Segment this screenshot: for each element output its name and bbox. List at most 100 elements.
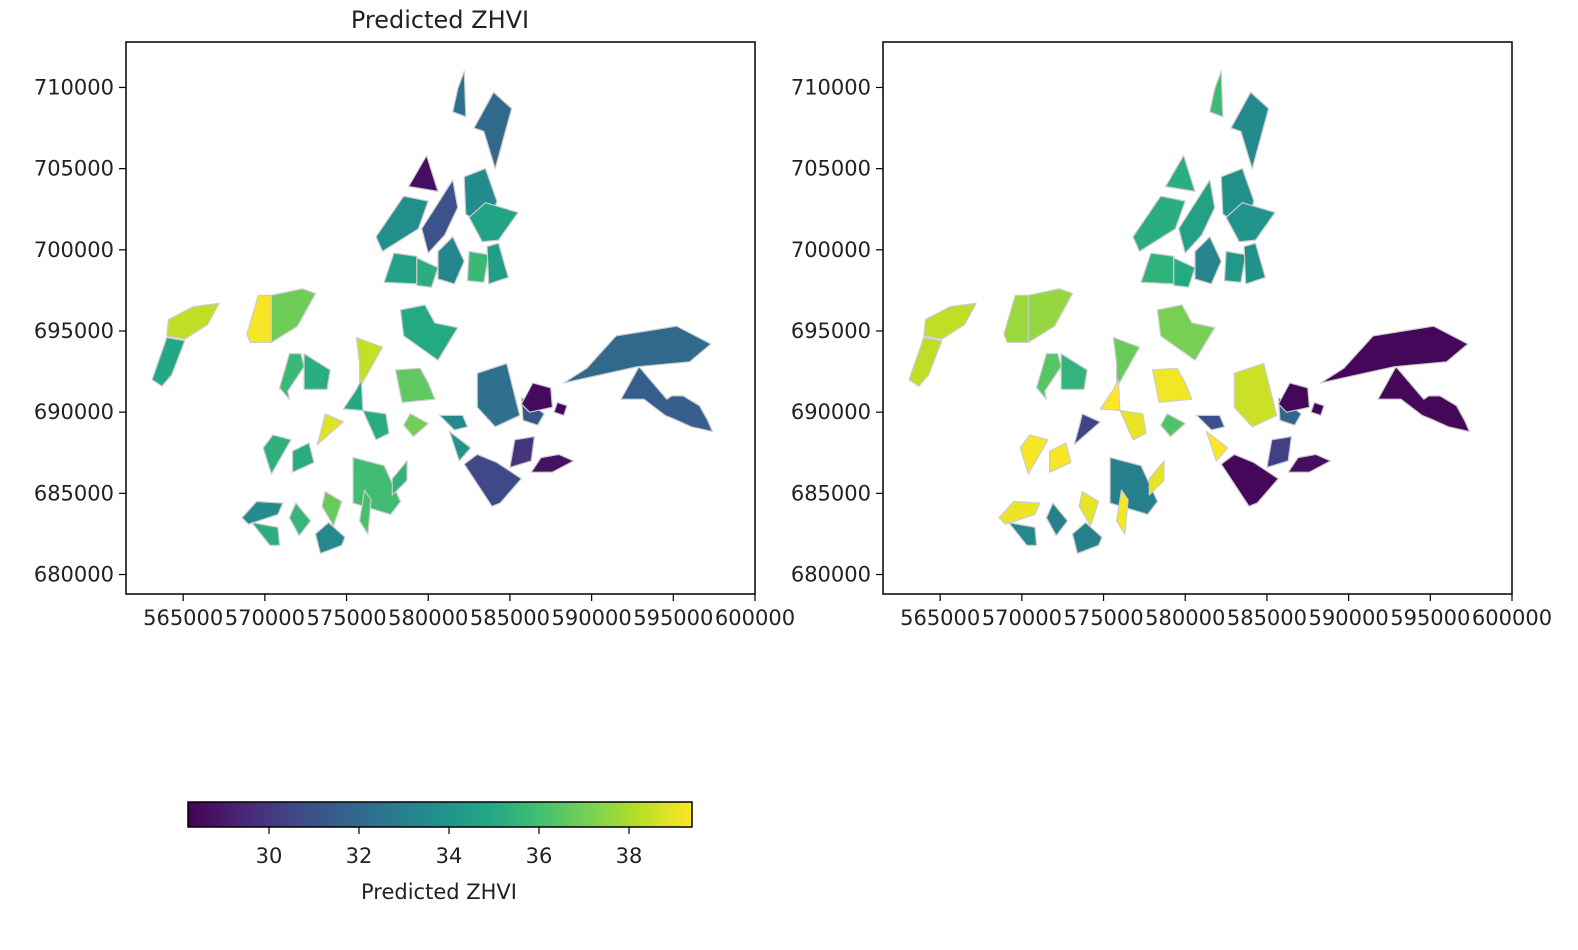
map-region [1045,502,1069,537]
map-region [1151,367,1193,403]
map-region [1148,460,1165,496]
map-region [359,489,372,535]
y-tick-label: 695000 [34,319,114,343]
colorbar-tick-label: 32 [346,844,373,868]
map-region [1132,195,1186,252]
x-tick-label: 595000 [633,606,713,630]
map-region [279,353,305,400]
left-map-title: Predicted ZHVI [351,6,529,34]
map-region [439,414,469,431]
map-region [1112,336,1141,389]
map-region [1225,202,1276,243]
map-region [151,336,186,387]
map-region [1178,179,1216,254]
y-tick-label: 685000 [791,481,871,505]
x-tick-label: 590000 [1309,606,1389,630]
map-region [1205,431,1229,462]
map-region [303,353,331,390]
map-region [408,155,439,192]
y-tick-label: 705000 [34,157,114,181]
x-tick-label: 565000 [900,606,980,630]
y-tick-label: 680000 [34,563,114,587]
x-tick-label: 570000 [982,606,1062,630]
map-region [1243,242,1266,285]
map-region [1003,294,1030,343]
y-tick-label: 695000 [791,319,871,343]
map-region [166,302,220,340]
map-region [1320,325,1469,384]
x-tick-label: 570000 [225,606,305,630]
map-region [1027,288,1074,343]
map-region [1035,353,1062,400]
map-region [262,434,292,475]
map-region [1156,304,1216,361]
map-region [437,236,465,285]
y-tick-label: 710000 [34,75,114,99]
right-map-regions [908,70,1471,555]
map-region [998,500,1041,525]
map-region [1310,401,1325,416]
map-region [1196,414,1226,431]
map-region [620,366,714,433]
map-region [1277,382,1311,413]
map-region [292,442,315,473]
right-map-x-axis: 565000 570000 575000 580000 585000 590000 5950… [900,594,1552,630]
map-region [1078,491,1100,527]
map-region [321,491,343,527]
x-tick-label: 590000 [552,606,632,630]
right-map-panel: 565000 570000 575000 580000 585000 590000 5950… [791,41,1552,630]
y-tick-label: 705000 [791,157,871,181]
map-region [316,413,344,446]
colorbar-gradient [187,801,693,828]
colorbar: 30 32 34 36 38 Predicted ZHVI [187,801,693,904]
y-tick-label: 685000 [34,481,114,505]
left-map-x-axis: 565000 570000 575000 580000 585000 590000 5950… [143,594,795,630]
map-region [1008,521,1038,546]
left-map-panel: Predicted ZHVI 565000 570000 575000 580000 5… [34,6,795,630]
map-region [1223,250,1247,283]
map-region [1287,453,1332,473]
x-tick-label: 580000 [388,606,468,630]
map-region [1194,236,1222,285]
map-region [463,453,523,507]
map-region [530,453,575,473]
map-region [473,91,513,170]
map-region [403,413,429,438]
x-tick-label: 585000 [1227,606,1307,630]
map-region [1140,252,1175,285]
map-region [1233,362,1278,428]
map-region [421,179,459,254]
map-region [395,367,436,403]
map-region [246,294,272,343]
map-region [448,431,472,462]
colorbar-ticks: 30 32 34 36 38 [256,827,642,868]
y-tick-label: 690000 [791,400,871,424]
left-map-regions [151,70,714,555]
y-tick-label: 700000 [791,238,871,262]
right-map-y-axis: 680000 685000 690000 695000 700000 705000 7100… [791,75,883,587]
map-region [468,202,519,243]
map-region [241,500,284,525]
map-region [466,250,490,283]
map-region [1119,409,1147,441]
x-tick-label: 585000 [470,606,550,630]
map-region [399,304,459,361]
map-region [520,382,554,413]
x-tick-label: 600000 [1472,606,1552,630]
map-region [1060,353,1088,390]
map-region [1160,413,1186,438]
map-region [1209,70,1224,118]
map-region [486,242,509,285]
map-region [908,336,943,387]
colorbar-label: Predicted ZHVI [361,880,517,904]
left-map-frame [125,41,756,595]
map-region [563,325,712,384]
map-region [923,302,977,340]
y-tick-label: 710000 [791,75,871,99]
x-tick-label: 575000 [1063,606,1143,630]
map-region [416,257,439,288]
x-tick-label: 565000 [143,606,223,630]
map-region [391,460,408,496]
colorbar-tick-label: 36 [526,844,553,868]
